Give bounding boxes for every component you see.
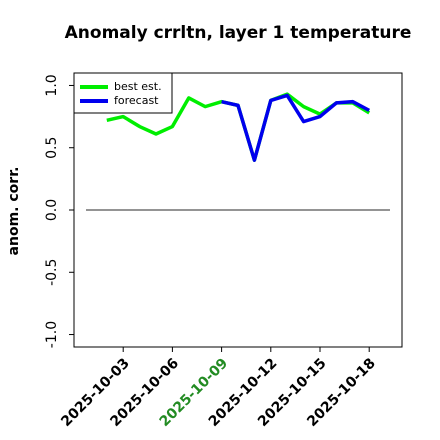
y-tick-label: 0.5 bbox=[44, 137, 60, 159]
series-line bbox=[221, 93, 371, 162]
y-tick-label: 1.0 bbox=[44, 74, 60, 96]
y-axis-label: anom. corr. bbox=[6, 167, 22, 256]
legend-label: forecast bbox=[114, 94, 159, 107]
chart-title: Anomaly crrltn, layer 1 temperature bbox=[65, 23, 412, 43]
y-tick-label: -0.5 bbox=[44, 259, 60, 286]
y-tick-label: -1.0 bbox=[44, 321, 60, 348]
legend-label: best est. bbox=[114, 80, 162, 93]
y-tick-label: 0.0 bbox=[44, 199, 60, 221]
legend-box bbox=[73, 72, 173, 114]
legend: best est.forecast bbox=[73, 72, 173, 114]
